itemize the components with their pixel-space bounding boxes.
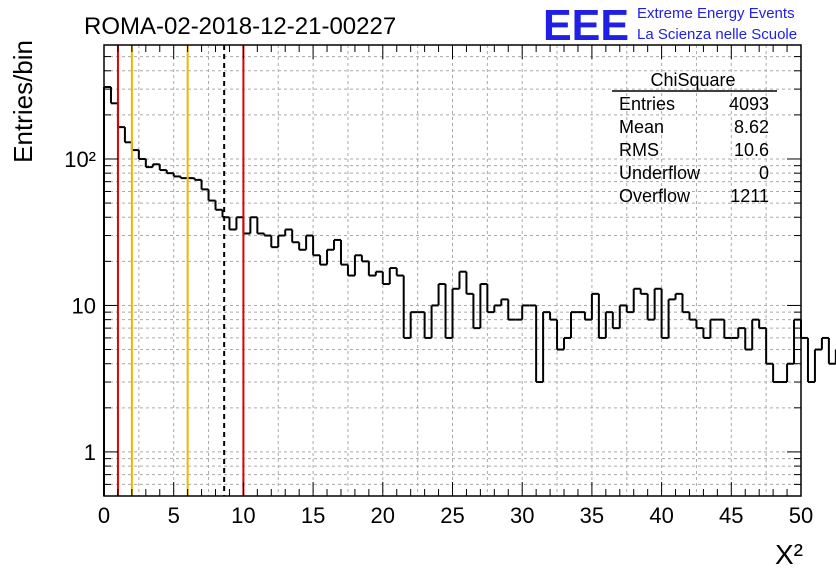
eee-logo-line2: La Scienza nelle Scuole [637, 26, 797, 43]
stats-value-mean: 8.62 [734, 117, 769, 137]
x-tick-label: 15 [301, 503, 325, 528]
axis-tick-labels: 0 5 10 15 20 25 30 35 40 45 50 1 10 10² [64, 147, 813, 528]
x-tick-label: 25 [440, 503, 464, 528]
grid [104, 44, 801, 497]
x-tick-label: 40 [649, 503, 673, 528]
y-tick-label: 10² [64, 147, 96, 172]
x-tick-label: 0 [98, 503, 110, 528]
eee-logo-mark: EEE [543, 1, 629, 50]
stats-value-overflow: 1211 [730, 186, 769, 206]
stats-value-underflow: 0 [759, 163, 769, 183]
y-axis-label: Entries/bin [8, 40, 38, 163]
stats-label-underflow: Underflow [619, 163, 701, 183]
axis-ticks [103, 44, 802, 497]
x-tick-label: 10 [231, 503, 255, 528]
stats-label-entries: Entries [619, 94, 675, 114]
x-tick-label: 30 [510, 503, 534, 528]
x-axis-label: X² [775, 539, 803, 570]
x-tick-label: 5 [168, 503, 180, 528]
chart-title: ROMA-02-2018-12-21-00227 [84, 13, 396, 40]
histogram-bars [103, 86, 836, 496]
y-tick-label: 10 [72, 293, 96, 318]
stats-value-entries: 4093 [729, 94, 769, 114]
x-tick-label: 45 [719, 503, 743, 528]
stats-label-mean: Mean [619, 117, 664, 137]
eee-logo: EEE Extreme Energy Events La Scienza nel… [543, 1, 797, 50]
stats-label-rms: RMS [619, 140, 659, 160]
stats-box: ChiSquare Entries 4093 Mean 8.62 RMS 10.… [612, 70, 777, 206]
eee-logo-line1: Extreme Energy Events [637, 5, 795, 22]
stats-label-overflow: Overflow [619, 186, 691, 206]
reference-lines [116, 45, 245, 496]
stats-value-rms: 10.6 [734, 140, 769, 160]
x-tick-label: 50 [789, 503, 813, 528]
x-tick-label: 20 [371, 503, 395, 528]
stats-box-title: ChiSquare [650, 70, 735, 90]
x-tick-label: 35 [580, 503, 604, 528]
y-tick-label: 1 [84, 440, 96, 465]
